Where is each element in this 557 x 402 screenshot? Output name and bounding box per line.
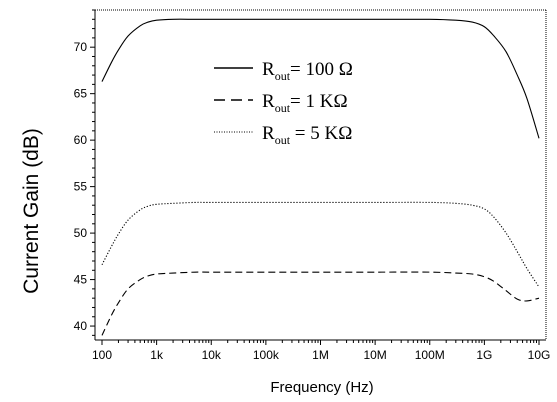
x-tick-label: 10G [528, 348, 551, 362]
y-tick-label: 45 [74, 273, 88, 287]
series-line-solid [101, 18, 540, 139]
legend-label: Rout= 100 Ω [262, 59, 353, 83]
legend-label: Rout = 5 KΩ [262, 123, 352, 147]
x-tick-label: 1k [150, 348, 164, 362]
legend-label: Rout= 1 KΩ [262, 91, 348, 115]
y-tick-label: 60 [74, 133, 88, 147]
y-axis: 40 45 50 55 60 65 70 [74, 9, 95, 336]
x-tick-label: 1G [476, 348, 492, 362]
series-line-dashed [101, 271, 540, 336]
x-tick-label: 100M [415, 348, 445, 362]
x-tick-label: 1M [312, 348, 329, 362]
y-tick-label: 65 [74, 87, 88, 101]
y-axis-title: Current Gain (dB) [20, 128, 43, 294]
series-lines [101, 18, 540, 336]
x-tick-label: 10k [202, 348, 222, 362]
x-tick-label: 100 [92, 348, 112, 362]
x-axis: 100 1k 10k 100k 1M 10M 100M 1G 10G [92, 340, 550, 362]
series-line-dotted [101, 201, 540, 288]
y-tick-label: 70 [74, 40, 88, 54]
legend: Rout= 100 Ω Rout= 1 KΩ Rout = 5 KΩ [214, 59, 353, 147]
y-tick-label: 50 [74, 226, 88, 240]
x-tick-label: 10M [363, 348, 386, 362]
y-tick-label: 55 [74, 180, 88, 194]
x-axis-title: Frequency (Hz) [270, 379, 373, 396]
x-tick-label: 100k [253, 348, 280, 362]
y-tick-label: 40 [74, 319, 88, 333]
